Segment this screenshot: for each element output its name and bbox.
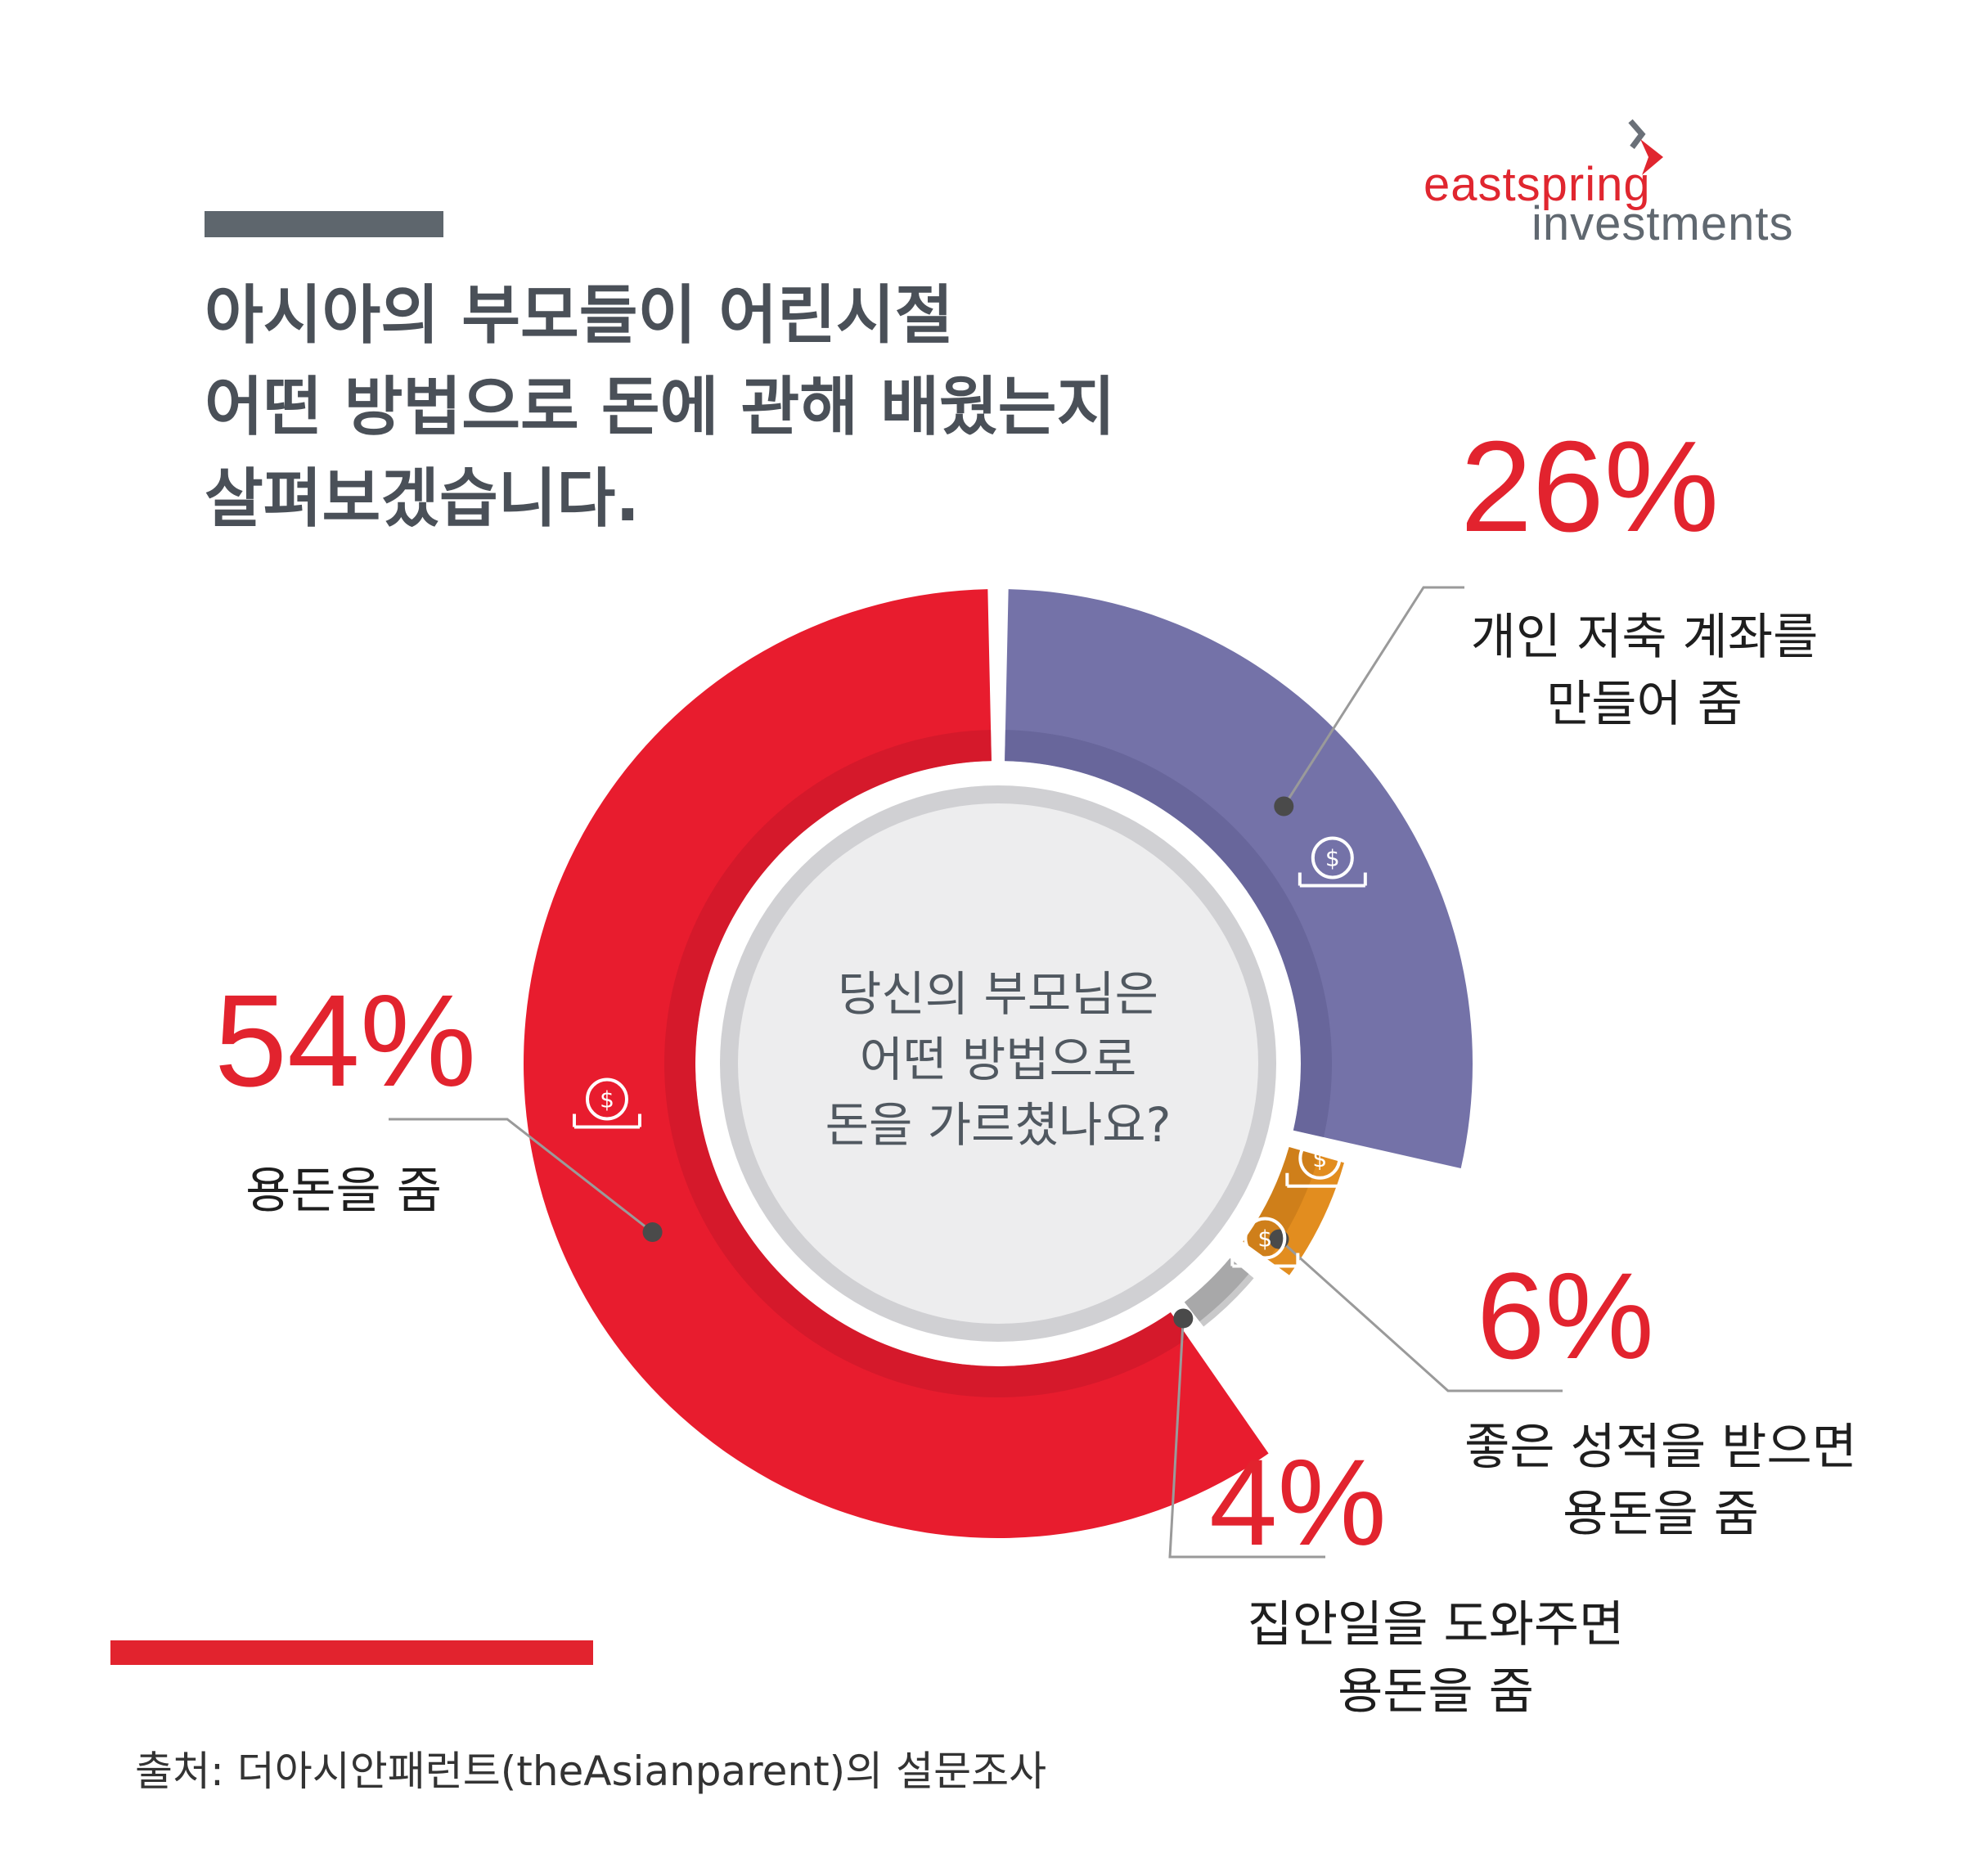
svg-text:$: $ [1257,1226,1272,1253]
category-label-3-line-2: 용돈을 줌 [1338,1663,1534,1721]
page-title: 아시아의 부모들이 어린시절 어떤 방법으로 돈에 관해 배웠는지 살펴보겠습니… [205,270,1268,545]
coin-hands-icon: $ [1230,1217,1300,1268]
award-medal-icon: $ [1285,1136,1355,1188]
category-label-2: 좋은 성적을 받으면 용돈을 줌 [1440,1414,1882,1548]
category-label-3: 집안일을 도와주면 용돈을 줌 [1223,1591,1648,1725]
title-line-1: 아시아의 부모들이 어린시절 [205,279,954,353]
source-note: 출처: 더아시안패런트(theAsianparent)의 설문조사 [135,1748,1047,1795]
category-label-1-line-1: 개인 저축 계좌를 [1470,609,1819,666]
category-label-2-line-1: 좋은 성적을 받으면 [1464,1419,1857,1476]
title-line-3: 살펴보겠습니다. [205,462,640,536]
leader-dot-0 [642,1222,663,1243]
value-label-0: 54% [214,967,477,1113]
category-label-2-line-2: 용돈을 줌 [1563,1486,1759,1543]
center-question-line-2: 어떤 방법으로 [859,1032,1137,1087]
center-question-line-3: 돈을 가르쳤나요? [825,1097,1172,1153]
slice-3-inner-band [1184,1257,1254,1327]
leader-line-2 [1278,1238,1563,1392]
cash-hand-icon: $ [572,1077,641,1129]
logo-chevron-icon [1628,119,1663,175]
slice-0 [523,589,1269,1539]
category-label-0-line-1: 용돈을 줌 [245,1163,442,1220]
svg-text:$: $ [600,1086,614,1113]
money-bag-hand-icon: $ [1298,836,1367,888]
bottom-accent-bar [110,1640,593,1665]
title-line-2: 어떤 방법으로 돈에 관해 배웠는지 [205,371,1116,444]
leader-dot-3 [1173,1308,1194,1329]
center-question: 당신의 부모님은 어떤 방법으로 돈을 가르쳤나요? [761,961,1235,1158]
center-disc [738,803,1258,1324]
leader-line-0 [389,1118,654,1234]
value-label-3: 4% [1209,1433,1387,1571]
leader-line-1 [1283,586,1464,808]
center-question-line-1: 당신의 부모님은 [838,966,1158,1022]
svg-text:$: $ [1312,1145,1327,1172]
slice-2-inner-band [1243,1146,1320,1260]
svg-text:$: $ [1325,844,1340,871]
value-label-1: 26% [1460,415,1720,559]
value-label-2: 6% [1477,1247,1654,1384]
category-label-1: 개인 저축 계좌를 만들어 줌 [1440,604,1849,738]
category-label-0: 용돈을 줌 [213,1158,475,1225]
leader-line-3 [1168,1318,1325,1559]
logo-text-line-1: eastspring [1424,158,1651,211]
slice-1-inner-band [1005,730,1332,1138]
top-accent-bar [205,211,443,237]
category-label-1-line-2: 만들어 줌 [1546,676,1743,733]
eastspring-logo: eastspring investments [1407,115,1833,254]
logo-text-line-2: investments [1531,197,1794,250]
category-label-3-line-1: 집안일을 도와주면 [1247,1596,1625,1653]
leader-dot-1 [1274,796,1294,817]
